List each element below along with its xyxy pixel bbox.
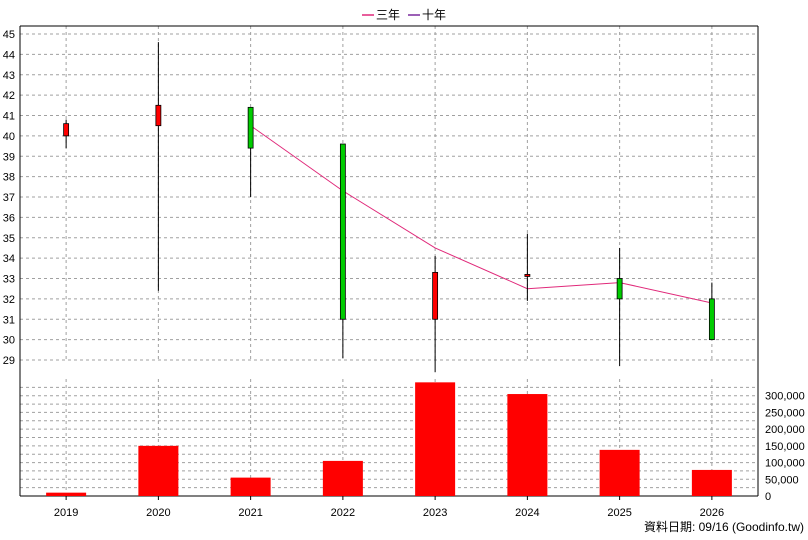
candle-body (708, 298, 715, 341)
candle-body (432, 271, 439, 320)
legend-label-three-year: 三年 (376, 8, 400, 22)
volume-axis-ticks: 0 50,000 100,000 150,000 200,000 250,000 300,0… (765, 391, 805, 503)
price-tick-label: 29 (3, 355, 15, 367)
volume-tick-label: 200,000 (765, 424, 805, 436)
x-tick-label: 2023 (423, 507, 447, 519)
volume-bar (691, 469, 732, 496)
three-year-line-path (250, 125, 712, 304)
volume-bar (599, 449, 640, 496)
legend-label-ten-year: 十年 (422, 8, 446, 22)
price-tick-label: 37 (3, 192, 15, 204)
price-tick-label: 34 (3, 253, 15, 265)
candle-body (63, 123, 70, 137)
x-tick-label: 2021 (238, 507, 262, 519)
x-tick-label: 2024 (515, 507, 539, 519)
volume-grid (20, 386, 758, 489)
x-tick-label: 2022 (331, 507, 355, 519)
volume-bar (138, 445, 179, 496)
price-tick-label: 41 (3, 111, 15, 123)
candle-body (247, 106, 254, 149)
candle-body (524, 274, 531, 277)
volume-tick-label: 250,000 (765, 407, 805, 419)
volume-bar (230, 477, 271, 496)
data-source-label: 資料日期: 09/16 (Goodinfo.tw) (644, 520, 804, 534)
three-year-line (250, 125, 712, 304)
candle-body (155, 104, 162, 127)
volume-tick-label: 100,000 (765, 458, 805, 470)
price-tick-label: 39 (3, 151, 15, 163)
price-tick-label: 42 (3, 90, 15, 102)
price-tick-label: 30 (3, 335, 15, 347)
volume-bar (415, 382, 456, 496)
price-tick-label: 31 (3, 314, 15, 326)
x-tick-label: 2026 (700, 507, 724, 519)
volume-tick-label: 50,000 (765, 474, 799, 486)
volume-tick-label: 150,000 (765, 441, 805, 453)
price-tick-label: 44 (3, 49, 15, 61)
volume-tick-label: 0 (765, 491, 771, 503)
x-tick-label: 2019 (54, 507, 78, 519)
price-tick-label: 33 (3, 274, 15, 286)
chart-frame (19, 25, 759, 497)
price-tick-label: 36 (3, 212, 15, 224)
volume-tick-label: 300,000 (765, 391, 805, 403)
price-grid (20, 33, 758, 361)
candle-body (616, 278, 623, 300)
price-tick-label: 45 (3, 29, 15, 41)
volume-bar (322, 460, 363, 496)
price-tick-label: 32 (3, 294, 15, 306)
x-tick-label: 2020 (146, 507, 170, 519)
price-tick-label: 35 (3, 233, 15, 245)
candlesticks (63, 42, 715, 373)
price-tick-label: 40 (3, 131, 15, 143)
x-axis-ticks: 2019 2020 2021 2022 2023 2024 2025 2026 (54, 496, 724, 519)
candle-body (339, 143, 346, 320)
volume-bar (46, 492, 87, 496)
price-tick-label: 38 (3, 172, 15, 184)
volume-bars (46, 382, 732, 496)
legend: 三年 十年 (362, 8, 446, 22)
price-tick-label: 43 (3, 70, 15, 82)
volume-bar (507, 394, 548, 496)
price-axis-ticks: 29 30 31 32 33 34 35 36 37 38 39 40 41 42 43 44 45 (3, 29, 15, 367)
vertical-grid (65, 26, 713, 496)
x-tick-label: 2025 (607, 507, 631, 519)
